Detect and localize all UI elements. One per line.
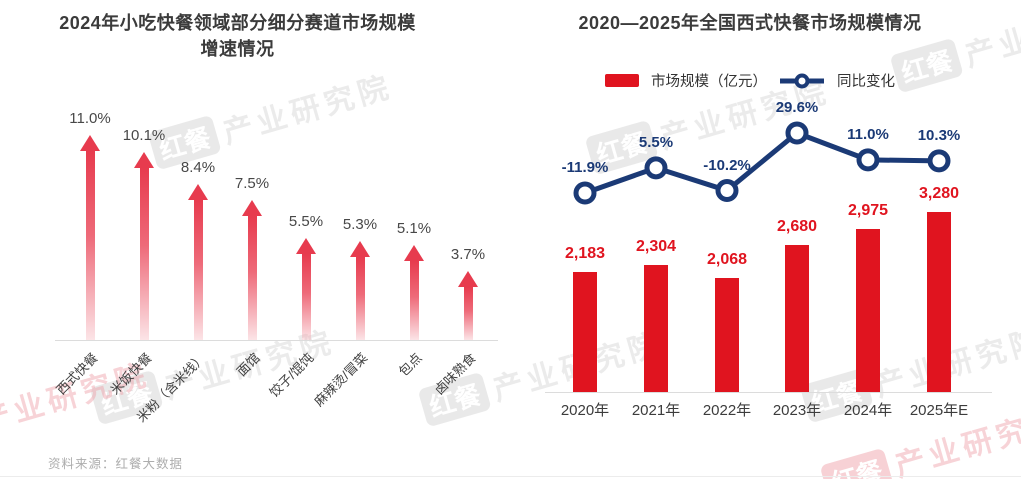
arrow-head-icon (242, 200, 262, 216)
arrow-head-icon (80, 135, 100, 151)
bottom-divider (0, 476, 1021, 477)
growth-arrow (242, 200, 262, 340)
yoy-change-label: 29.6% (775, 98, 819, 116)
bar-value-label: 2,304 (635, 238, 677, 255)
growth-rate-label: 8.4% (180, 159, 216, 176)
arrow-head-icon (134, 152, 154, 168)
arrow-shaft (139, 168, 149, 340)
growth-rate-label: 3.7% (450, 246, 486, 263)
line-point-marker (715, 179, 739, 203)
arrow-shaft (193, 200, 203, 340)
watermark-text: 产业研究院 (219, 70, 397, 151)
right-chart-title: 2020—2025年全国西式快餐市场规模情况 (578, 13, 922, 33)
yoy-change-label: 5.5% (638, 133, 674, 151)
market-size-bar (644, 265, 668, 392)
arrow-shaft (463, 287, 473, 340)
bar-value-label: 2,680 (776, 218, 818, 235)
line-point-marker (644, 156, 668, 180)
yoy-trend-line (584, 130, 940, 196)
year-label: 2020年 (560, 402, 610, 419)
legend: 市场规模（亿元） 同比变化 (525, 70, 975, 91)
line-series-swatch-icon (780, 73, 824, 88)
growth-rate-label: 11.0% (69, 110, 111, 127)
arrow-head-icon (188, 184, 208, 200)
growth-arrow (134, 152, 154, 340)
growth-arrow (404, 245, 424, 340)
left-x-axis-line (55, 340, 498, 341)
arrow-shaft (409, 261, 419, 340)
line-series-legend-label: 同比变化 (837, 74, 895, 90)
year-label: 2021年 (631, 402, 681, 419)
market-size-bar (856, 229, 880, 392)
bar-series-legend-label: 市场规模（亿元） (651, 74, 767, 90)
arrow-shaft (355, 257, 365, 340)
year-label: 2023年 (772, 402, 822, 419)
yoy-change-label: -10.2% (703, 156, 751, 174)
growth-rate-label: 7.5% (234, 175, 270, 192)
growth-arrow (188, 184, 208, 340)
arrow-head-icon (404, 245, 424, 261)
left-chart-title: 2024年小吃快餐领域部分细分赛道市场规模 增速情况 (15, 10, 460, 62)
category-label-text: 卤味熟食 (431, 350, 479, 398)
bar-value-label: 3,280 (918, 185, 960, 202)
growth-arrow (458, 271, 478, 340)
yoy-change-label: 10.3% (917, 126, 961, 144)
growth-arrow (80, 135, 100, 340)
growth-rate-label: 5.5% (288, 213, 324, 230)
arrow-shaft (85, 151, 95, 340)
category-label: 卤味熟食 (334, 348, 478, 397)
growth-rate-label: 10.1% (122, 127, 166, 144)
arrow-head-icon (296, 238, 316, 254)
market-size-bar (573, 272, 597, 392)
bar-series-swatch-icon (605, 74, 639, 87)
arrow-head-icon (350, 241, 370, 257)
market-size-bar (785, 245, 809, 392)
bar-value-label: 2,975 (847, 202, 889, 219)
growth-arrow (296, 238, 316, 340)
market-size-bar (715, 278, 739, 392)
growth-rate-label: 5.1% (396, 220, 432, 237)
watermark-logo-badge: 红餐 (819, 447, 894, 479)
yoy-change-label: 11.0% (847, 125, 889, 143)
line-point-marker (785, 121, 809, 145)
brand-watermark: 红餐产业研究院 (147, 62, 398, 173)
line-point-marker (927, 149, 951, 173)
arrow-shaft (301, 254, 311, 340)
bar-value-label: 2,183 (564, 245, 606, 262)
arrow-shaft (247, 216, 257, 340)
year-label: 2025年E (909, 402, 969, 419)
left-chart-title-line1: 2024年小吃快餐领域部分细分赛道市场规模 (59, 13, 416, 33)
bar-value-label: 2,068 (706, 251, 748, 268)
arrow-head-icon (458, 271, 478, 287)
year-label: 2024年 (843, 402, 893, 419)
left-chart-title-line2: 增速情况 (200, 39, 275, 60)
line-point-marker (573, 181, 597, 205)
year-label: 2022年 (702, 402, 752, 419)
line-point-marker (856, 148, 880, 172)
growth-arrow (350, 241, 370, 340)
yoy-line-chart (573, 121, 951, 205)
growth-rate-label: 5.3% (342, 216, 378, 233)
yoy-change-label: -11.9% (561, 159, 609, 176)
market-size-bar (927, 212, 951, 392)
data-source-note: 资料来源：红餐大数据 (48, 457, 184, 471)
right-x-axis-line (545, 392, 992, 393)
